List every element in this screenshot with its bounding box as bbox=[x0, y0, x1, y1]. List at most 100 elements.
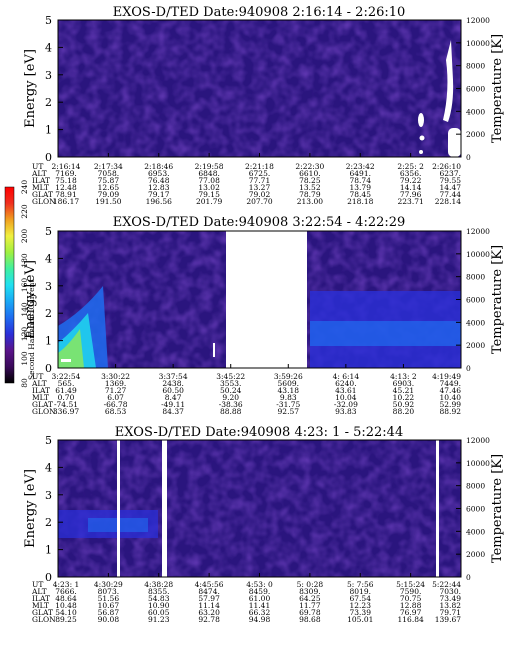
temperature-trace bbox=[448, 128, 461, 157]
ephemeris-value: 52.99 bbox=[440, 400, 462, 409]
ephemeris-value: 84.37 bbox=[162, 407, 184, 416]
ephemeris-value: 6610. bbox=[299, 169, 320, 178]
colorbar-tick-label: 200 bbox=[20, 229, 29, 244]
y-tick-label: 5 bbox=[45, 225, 52, 238]
ephemeris-value: 2:26:10 bbox=[432, 162, 461, 171]
colorbar-tick-label: 100 bbox=[20, 351, 29, 366]
ephemeris-value: 56.87 bbox=[98, 608, 120, 617]
spectrogram-texture bbox=[58, 20, 461, 157]
ephemeris-value: -66.78 bbox=[104, 400, 128, 409]
ephemeris-value: 92.57 bbox=[278, 407, 300, 416]
y2-axis-label: Temperature [K] bbox=[490, 454, 505, 563]
y-tick-label: 4 bbox=[45, 252, 52, 265]
ephemeris-value: 60.05 bbox=[148, 608, 170, 617]
ephemeris-value: 4:23: 1 bbox=[53, 580, 80, 589]
ephemeris-value: 88.88 bbox=[220, 407, 242, 416]
ephemeris-value: 57.97 bbox=[198, 594, 220, 603]
ephemeris-row-label: GLON bbox=[32, 197, 56, 206]
data-gap bbox=[162, 440, 167, 577]
y2-tick-label: 0 bbox=[466, 364, 471, 373]
ephemeris-row-label: ALT bbox=[31, 587, 47, 596]
ephemeris-value: 10.04 bbox=[335, 393, 357, 402]
ephemeris-value: 8309. bbox=[299, 587, 320, 596]
y-tick-label: 1 bbox=[45, 124, 52, 137]
y2-tick-label: 10000 bbox=[466, 250, 490, 259]
ephemeris-row-label: MLT bbox=[32, 183, 49, 192]
ephemeris-value: 50.24 bbox=[220, 386, 242, 395]
ephemeris-row-label: ALT bbox=[31, 169, 47, 178]
y-tick-label: 5 bbox=[45, 14, 52, 27]
y2-axis-label: Temperature [K] bbox=[490, 34, 505, 143]
ephemeris-row-label: ALT bbox=[31, 379, 47, 388]
panel-2: EXOS-D/TED Date:940908 3:22:54 - 4:22:29… bbox=[23, 215, 505, 416]
ephemeris-value: 12.48 bbox=[55, 183, 77, 192]
y2-tick-label: 10000 bbox=[466, 39, 490, 48]
ephemeris-value: 7030. bbox=[440, 587, 461, 596]
temperature-trace bbox=[418, 113, 424, 127]
y-tick-label: 4 bbox=[45, 461, 52, 474]
ephemeris-row-label: ILAT bbox=[32, 386, 50, 395]
ephemeris-value: 105.01 bbox=[347, 615, 373, 624]
ephemeris-value: 5:15:24 bbox=[396, 580, 425, 589]
ephemeris-value: 12.65 bbox=[98, 183, 120, 192]
ephemeris-value: 186.17 bbox=[53, 197, 79, 206]
ion-flux-region bbox=[58, 329, 84, 368]
y2-tick-label: 4000 bbox=[466, 107, 485, 116]
y2-tick-label: 2000 bbox=[466, 130, 485, 139]
ephemeris-value: 88.92 bbox=[440, 407, 462, 416]
ephemeris-value: 11.77 bbox=[299, 601, 321, 610]
colorbar: Second Harmonic Current 240 220 200 180 160 1… bbox=[4, 180, 36, 388]
ephemeris-value: 11.41 bbox=[249, 601, 270, 610]
spectrogram-texture bbox=[58, 440, 461, 577]
ephemeris-value: 94.98 bbox=[249, 615, 271, 624]
ephemeris-value: 79.09 bbox=[98, 190, 120, 199]
y2-tick-label: 8000 bbox=[466, 273, 485, 282]
ephemeris-value: 9.20 bbox=[222, 393, 239, 402]
ephemeris-value: 0.70 bbox=[58, 393, 75, 402]
ephemeris-value: 6237. bbox=[440, 169, 461, 178]
ephemeris-value: 12.88 bbox=[400, 601, 422, 610]
ion-flux-region bbox=[310, 321, 461, 346]
ephemeris-value: 8474. bbox=[198, 587, 219, 596]
panel-3-title: EXOS-D/TED Date:940908 4:23: 1 - 5:22:44 bbox=[115, 425, 403, 440]
ephemeris-row-label: GLON bbox=[32, 407, 56, 416]
ephemeris-value: 11.14 bbox=[198, 601, 220, 610]
ephemeris-value: 2:16:14 bbox=[52, 162, 81, 171]
ephemeris-row-label: ILAT bbox=[32, 594, 50, 603]
ephemeris-value: 3:22:54 bbox=[52, 372, 81, 381]
ephemeris-row-label: GLAT bbox=[32, 608, 53, 617]
ephemeris-value: -32.09 bbox=[334, 400, 358, 409]
ephemeris-value: 64.25 bbox=[299, 594, 321, 603]
colorbar-tick-label: 120 bbox=[20, 327, 29, 342]
ephemeris-value: 6356. bbox=[400, 169, 421, 178]
ephemeris-value: 139.67 bbox=[435, 615, 461, 624]
data-gap bbox=[117, 440, 120, 577]
ephemeris-value: 73.49 bbox=[440, 594, 462, 603]
y2-tick-label: 6000 bbox=[466, 505, 485, 514]
y2-tick-label: 2000 bbox=[466, 550, 485, 559]
ephemeris-value: 336.97 bbox=[53, 407, 79, 416]
ephemeris-value: 3553. bbox=[220, 379, 241, 388]
ephemeris-value: 2:22:30 bbox=[295, 162, 324, 171]
ephemeris-value: 3:37:54 bbox=[159, 372, 188, 381]
y2-tick-label: 12000 bbox=[466, 436, 490, 445]
ephemeris-value: 73.39 bbox=[350, 608, 372, 617]
ephemeris-value: 5609. bbox=[278, 379, 299, 388]
ephemeris-value: 6491. bbox=[350, 169, 371, 178]
ephemeris-value: 79.22 bbox=[400, 176, 422, 185]
y2-tick-label: 6000 bbox=[466, 296, 485, 305]
ephemeris-value: 67.54 bbox=[350, 594, 372, 603]
colorbar-tick-label: 240 bbox=[20, 180, 29, 195]
ephemeris-value: 7058. bbox=[98, 169, 119, 178]
colorbar-scale bbox=[4, 186, 15, 384]
panel-2-title: EXOS-D/TED Date:940908 3:22:54 - 4:22:29 bbox=[113, 215, 406, 230]
colorbar-tick-label: 80 bbox=[20, 378, 29, 388]
ephemeris-value: 10.90 bbox=[148, 601, 170, 610]
colorbar-tick-label: 140 bbox=[20, 302, 29, 317]
colorbar-label: Second Harmonic Current bbox=[27, 280, 36, 380]
ephemeris-value: 66.32 bbox=[249, 608, 271, 617]
y2-tick-label: 12000 bbox=[466, 227, 490, 236]
ephemeris-value: 54.10 bbox=[55, 608, 77, 617]
ephemeris-value: 93.83 bbox=[335, 407, 357, 416]
